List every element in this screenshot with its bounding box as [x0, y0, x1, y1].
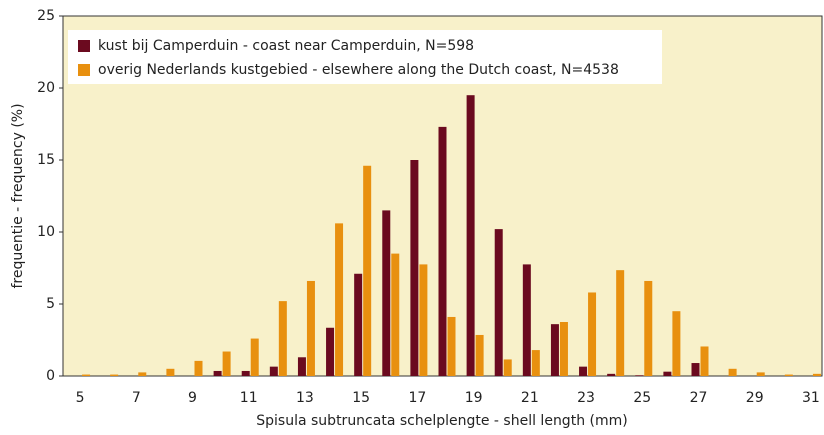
y-tick-label: 10: [37, 224, 55, 240]
bar: [812, 373, 821, 376]
bar: [663, 371, 672, 376]
bar: [522, 264, 531, 376]
bar: [672, 311, 681, 376]
legend: [68, 30, 662, 84]
bar: [391, 253, 400, 376]
bar: [588, 292, 597, 376]
x-tick-label: 15: [352, 390, 370, 406]
bar: [82, 374, 91, 376]
bar: [194, 360, 203, 376]
bar: [700, 346, 709, 376]
y-tick-label: 5: [46, 296, 55, 312]
x-tick-label: 13: [296, 390, 314, 406]
bar: [306, 280, 315, 376]
bar: [635, 375, 644, 376]
bar: [363, 165, 372, 376]
bar: [579, 366, 588, 376]
bar: [410, 160, 419, 376]
bar: [354, 273, 363, 376]
bar: [756, 372, 765, 376]
bar: [419, 264, 428, 376]
legend-swatch: [78, 64, 90, 76]
bar: [475, 334, 484, 376]
bar: [503, 359, 512, 376]
legend-swatch: [78, 40, 90, 52]
bar: [382, 210, 391, 376]
bar: [447, 316, 456, 376]
x-tick-label: 19: [465, 390, 483, 406]
legend-label: overig Nederlands kustgebied - elsewhere…: [98, 62, 619, 78]
x-tick-label: 25: [633, 390, 651, 406]
bar: [438, 126, 447, 376]
legend-label: kust bij Camperduin - coast near Camperd…: [98, 38, 474, 54]
bar: [550, 324, 559, 376]
bar: [166, 368, 175, 376]
bar: [269, 366, 278, 376]
bar: [494, 229, 503, 376]
x-tick-label: 27: [690, 390, 708, 406]
bar: [784, 374, 793, 376]
bar: [326, 327, 335, 376]
bar: [691, 363, 700, 376]
y-tick-label: 15: [37, 152, 55, 168]
x-tick-label: 5: [76, 390, 85, 406]
bar: [250, 338, 259, 376]
x-axis-label: Spisula subtruncata schelplengte - shell…: [256, 413, 627, 429]
bar: [213, 370, 222, 376]
x-tick-label: 17: [408, 390, 426, 406]
bar: [335, 223, 344, 376]
x-tick-label: 7: [132, 390, 141, 406]
bar: [278, 301, 287, 376]
bar: [466, 95, 475, 376]
bar: [559, 322, 568, 376]
bar: [241, 370, 250, 376]
bar: [728, 368, 737, 376]
bar: [110, 374, 119, 376]
x-tick-label: 11: [240, 390, 258, 406]
x-tick-label: 9: [188, 390, 197, 406]
y-axis-label: frequentie - frequency (%): [10, 103, 26, 288]
y-tick-label: 0: [46, 368, 55, 384]
x-tick-label: 21: [521, 390, 539, 406]
x-tick-label: 31: [802, 390, 820, 406]
bar: [222, 351, 231, 376]
bar: [644, 280, 653, 376]
bar: [297, 357, 306, 376]
bar: [607, 373, 616, 376]
bar: [531, 350, 540, 376]
bar: [616, 270, 625, 376]
bar: [138, 372, 147, 376]
y-tick-label: 20: [37, 80, 55, 96]
x-tick-label: 23: [577, 390, 595, 406]
x-tick-label: 29: [746, 390, 764, 406]
y-tick-label: 25: [37, 8, 55, 24]
